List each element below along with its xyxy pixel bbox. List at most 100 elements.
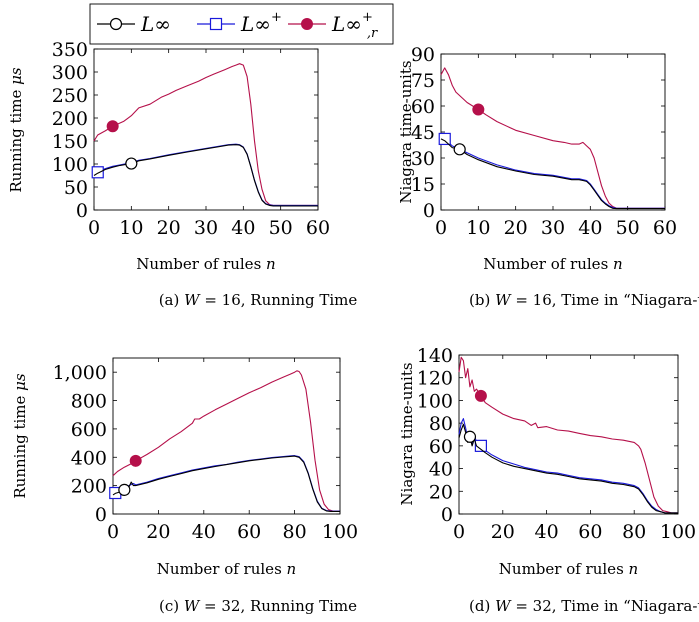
- x-axis-label: Number of rules n: [483, 255, 622, 273]
- x-axis-variable: n: [613, 255, 623, 273]
- axis-frame: [440, 53, 666, 211]
- series-marker: [472, 103, 485, 116]
- y-tick-label: 100: [417, 390, 453, 412]
- y-tick-label: 400: [71, 447, 107, 469]
- x-axis-label: Number of rules n: [157, 560, 296, 578]
- y-tick-label: 800: [71, 391, 107, 413]
- x-tick-label: 0: [435, 217, 447, 239]
- legend-item: L∞+ ,r: [288, 10, 378, 41]
- x-tick-label: 80: [283, 521, 307, 543]
- legend-item: L∞: [97, 12, 171, 36]
- y-tick-label: 0: [441, 504, 453, 526]
- series-line: [112, 455, 340, 512]
- series-line: [112, 370, 340, 512]
- x-tick-label: 0: [88, 217, 100, 239]
- y-tick-label: 0: [76, 200, 88, 222]
- y-tick-label: 45: [411, 122, 435, 144]
- x-tick-label: 50: [269, 217, 293, 239]
- x-tick-label: 30: [194, 217, 218, 239]
- x-tick-label: 40: [231, 217, 255, 239]
- x-tick-label: 100: [322, 521, 358, 543]
- series-marker: [438, 132, 451, 146]
- x-tick-label: 60: [237, 521, 261, 543]
- x-tick-label: 20: [491, 521, 515, 543]
- y-tick-label: 140: [417, 345, 453, 367]
- x-tick-label: 50: [616, 217, 640, 239]
- x-tick-label: 10: [119, 217, 143, 239]
- panel-caption: (a) W = 16, Running Time: [159, 291, 358, 309]
- y-tick-label: 200: [52, 108, 88, 130]
- series-marker: [91, 166, 104, 179]
- y-axis-label: Running time μs: [11, 373, 29, 499]
- series-marker: [463, 430, 477, 443]
- panel-caption: (b) W = 16, Time in “Niagara-units”: [469, 291, 699, 309]
- x-axis-variable: n: [629, 560, 639, 578]
- panel-caption: (d) W = 32, Time in “Niagara-units”: [469, 597, 699, 615]
- series-line: [440, 136, 665, 209]
- x-tick-label: 60: [653, 217, 677, 239]
- series-marker: [118, 483, 131, 496]
- x-tick-label: 0: [453, 521, 465, 543]
- series-marker: [106, 120, 119, 133]
- y-tick-label: 80: [429, 413, 453, 435]
- x-tick-label: 100: [660, 521, 696, 543]
- x-tick-label: 40: [192, 521, 216, 543]
- axis-frame: [93, 48, 319, 211]
- y-tick-label: 60: [411, 96, 435, 118]
- series-marker: [453, 143, 466, 156]
- y-tick-label: 20: [429, 481, 453, 503]
- x-axis-label: Number of rules n: [499, 560, 638, 578]
- x-tick-label: 40: [578, 217, 602, 239]
- y-axis-label: Niagara time-units: [398, 362, 416, 505]
- series-line: [93, 143, 318, 206]
- axis-frame: [112, 357, 341, 515]
- y-axis-unit: μs: [11, 373, 29, 391]
- y-tick-label: 60: [429, 436, 453, 458]
- series-line: [440, 67, 665, 209]
- x-tick-label: 60: [578, 521, 602, 543]
- series-marker: [474, 439, 487, 452]
- y-tick-label: 0: [95, 504, 107, 526]
- series-line: [458, 423, 678, 514]
- y-tick-label: 600: [71, 419, 107, 441]
- legend-label: L∞: [140, 12, 171, 36]
- y-tick-label: 90: [411, 44, 435, 66]
- y-tick-label: 120: [417, 368, 453, 390]
- y-tick-label: 200: [71, 476, 107, 498]
- x-tick-label: 0: [107, 521, 119, 543]
- panel-caption: (c) W = 32, Running Time: [159, 597, 357, 615]
- x-axis-variable: n: [287, 560, 297, 578]
- y-tick-label: 350: [52, 39, 88, 61]
- series-line: [93, 63, 318, 206]
- x-axis-variable: n: [266, 255, 276, 273]
- axis-frame: [458, 354, 679, 515]
- x-tick-label: 20: [157, 217, 181, 239]
- y-tick-label: 150: [52, 131, 88, 153]
- panel-c-running-time-w32: 0 20 40 60 80 100 0 200 400 600 800 1,000 Number of …: [11, 357, 358, 615]
- y-tick-label: 15: [411, 174, 435, 196]
- x-tick-label: 10: [466, 217, 490, 239]
- y-tick-label: 250: [52, 85, 88, 107]
- y-tick-label: 30: [411, 148, 435, 170]
- y-axis-label: Running time μs: [7, 67, 25, 193]
- y-tick-label: 0: [423, 200, 435, 222]
- x-tick-label: 80: [622, 521, 646, 543]
- y-axis-label: Niagara time-units: [397, 60, 415, 203]
- y-tick-label: 300: [52, 62, 88, 84]
- y-tick-label: 40: [429, 459, 453, 481]
- legend-marker: [209, 17, 223, 31]
- legend: L∞ L∞+ L∞+ ,r: [89, 3, 394, 45]
- y-tick-label: 75: [411, 70, 435, 92]
- x-axis-label: Number of rules n: [136, 255, 275, 273]
- panel-a-running-time-w16: 0 10 20 30 40 50 60050100150200250300350Number…: [7, 39, 357, 309]
- legend-marker: [301, 18, 313, 30]
- y-tick-label: 50: [64, 177, 88, 199]
- x-tick-label: 30: [541, 217, 565, 239]
- y-tick-label: 1,000: [53, 362, 107, 384]
- legend-marker: [109, 17, 123, 31]
- series-line: [440, 138, 665, 210]
- legend-label: L∞+ ,r: [331, 10, 378, 41]
- x-tick-label: 20: [504, 217, 528, 239]
- series-marker: [474, 389, 487, 402]
